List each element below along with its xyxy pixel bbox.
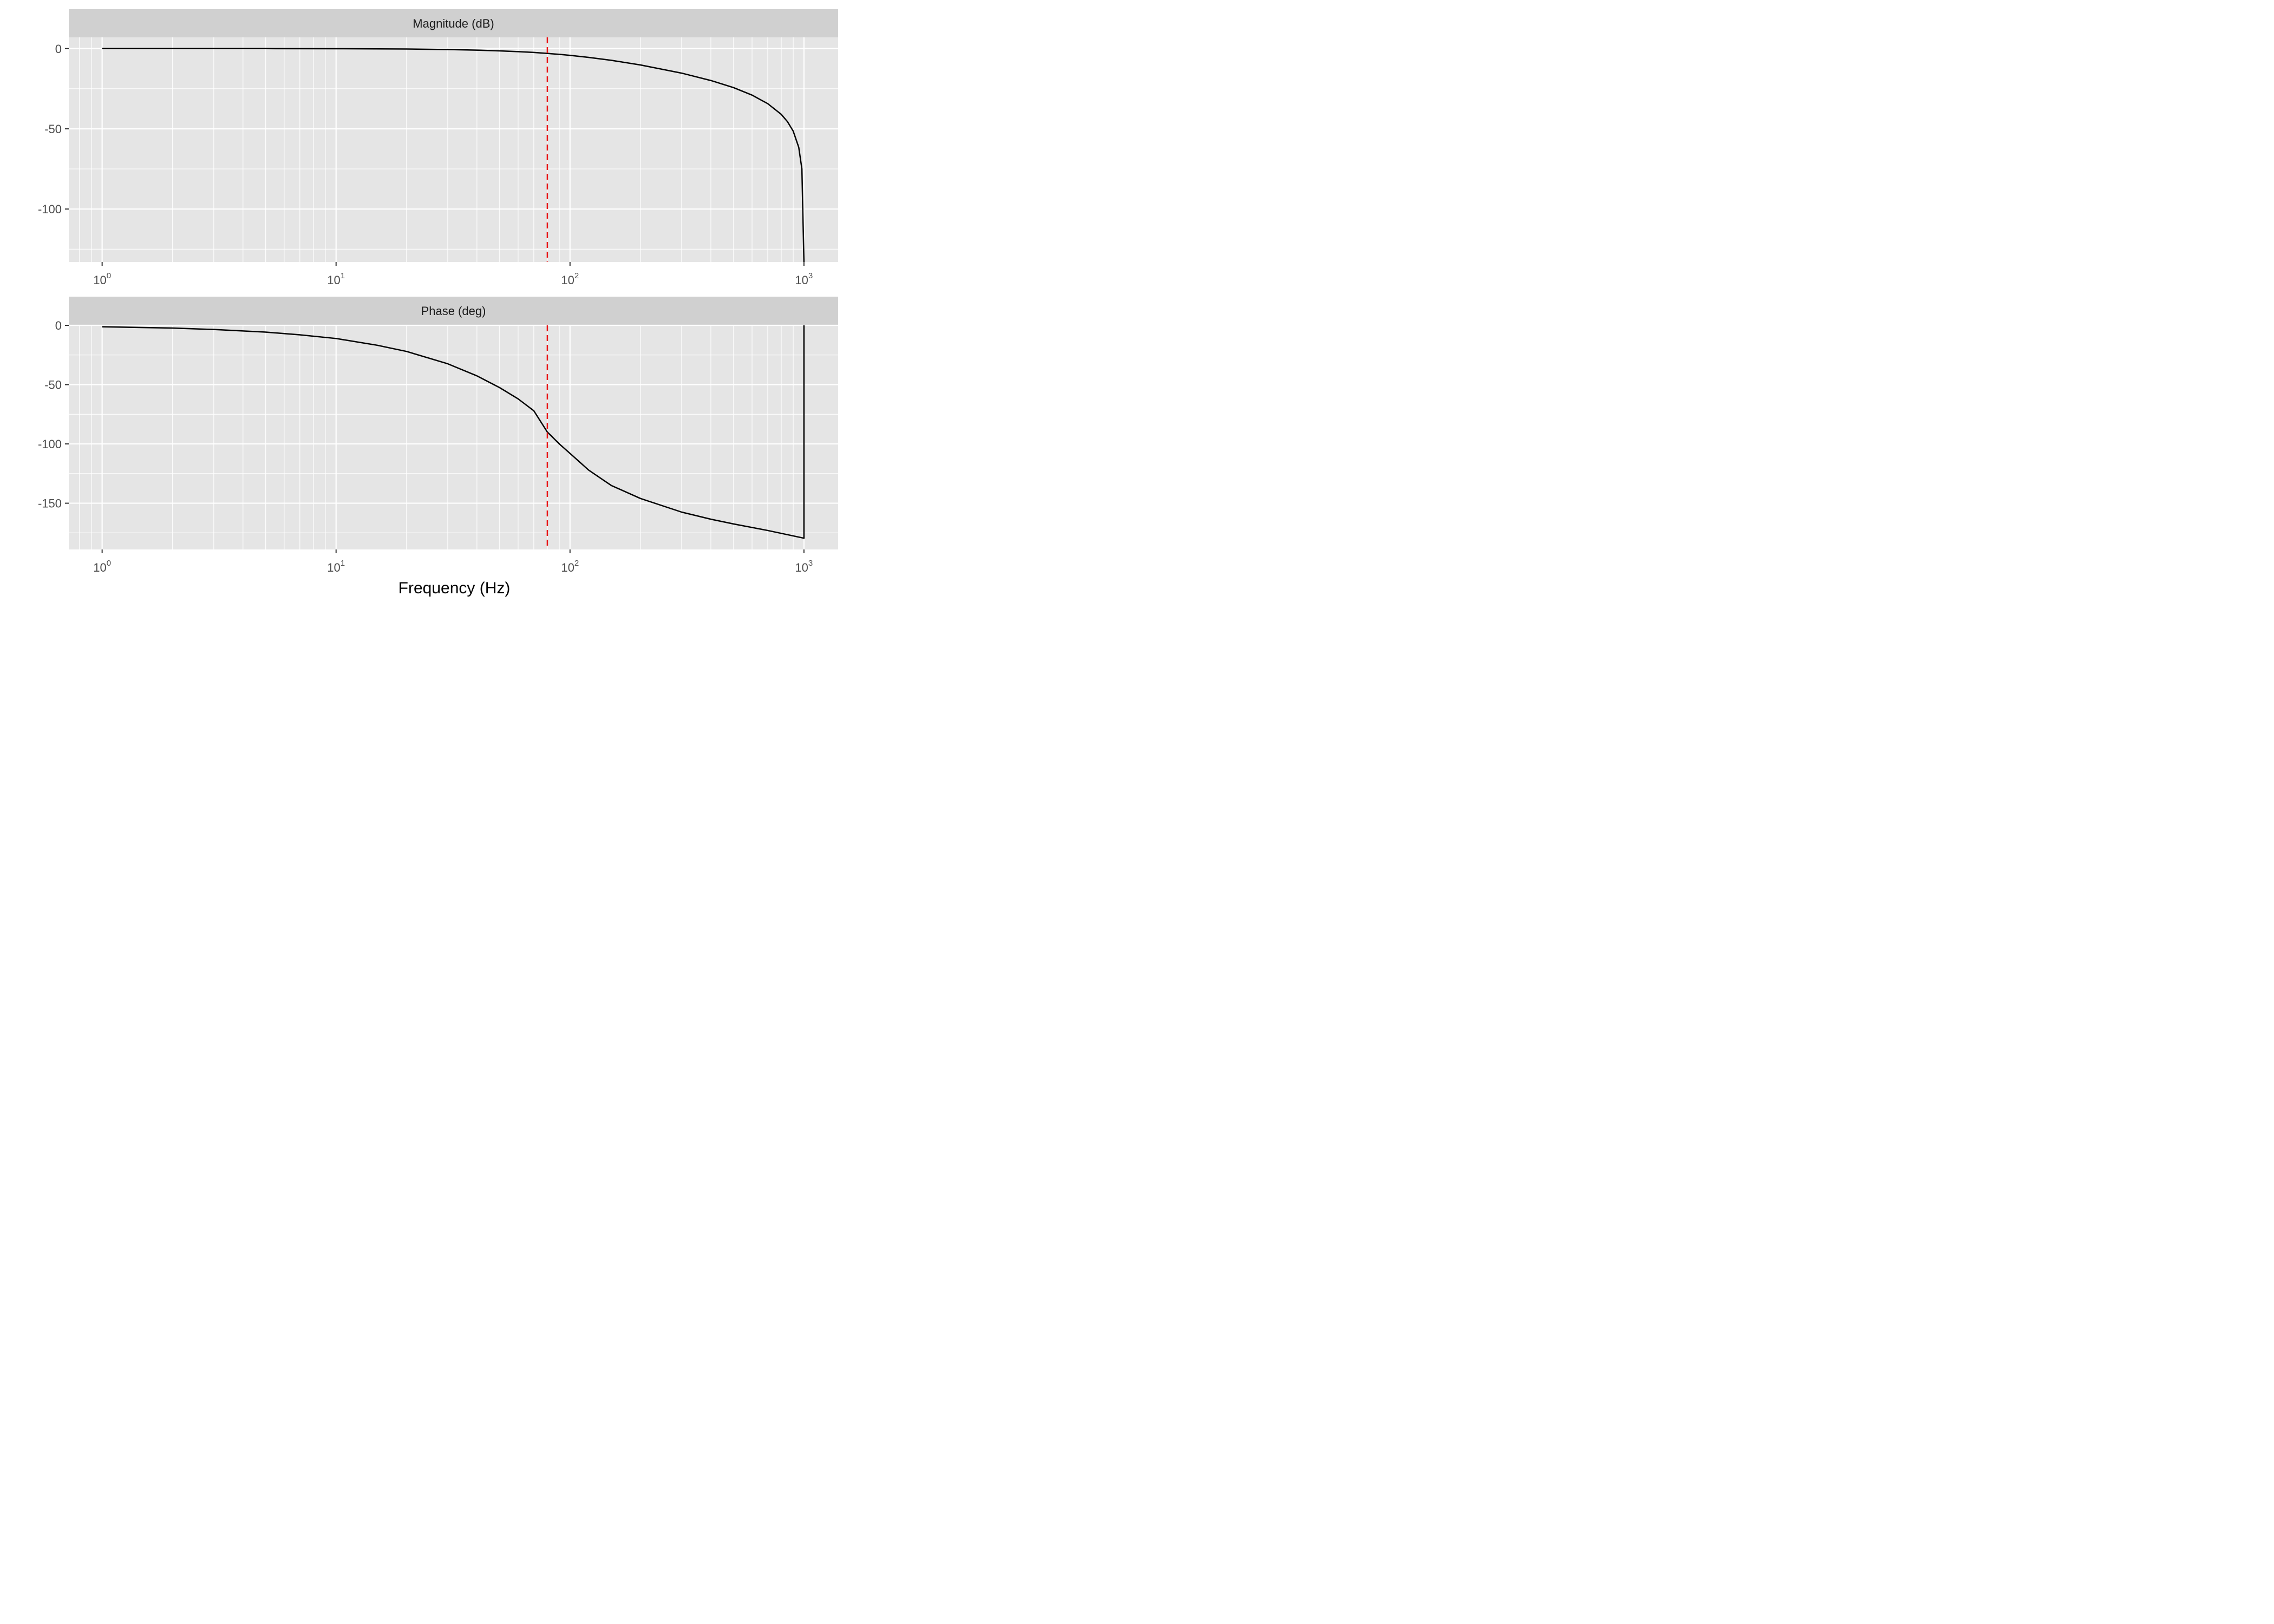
phase-x-tick-exponent: 0 bbox=[107, 559, 111, 568]
magnitude-x-axis: 100 101 102 103 bbox=[93, 262, 813, 287]
magnitude-strip-label: Magnitude (dB) bbox=[413, 17, 494, 30]
magnitude-x-tick-label: 101 bbox=[327, 271, 345, 287]
magnitude-panel: Magnitude (dB) 0-50-100 100 101 102 103 bbox=[38, 9, 838, 287]
magnitude-series-line bbox=[102, 48, 805, 263]
phase-y-axis: 0 -50 -100 -150 bbox=[38, 319, 69, 510]
phase-series-line bbox=[102, 325, 805, 539]
x-axis-title: Frequency (Hz) bbox=[398, 579, 511, 597]
phase-data bbox=[102, 325, 805, 549]
phase-y-tick-label: -50 bbox=[44, 378, 62, 392]
magnitude-grid bbox=[69, 37, 838, 262]
magnitude-x-tick-label: 103 bbox=[795, 271, 813, 287]
phase-y-tick-label: -100 bbox=[38, 437, 62, 451]
magnitude-x-tick-exponent: 1 bbox=[341, 271, 345, 280]
magnitude-x-tick-label: 102 bbox=[561, 271, 579, 287]
magnitude-strip bbox=[69, 9, 838, 37]
magnitude-x-tick-label: 100 bbox=[93, 271, 111, 287]
phase-x-tick-exponent: 2 bbox=[574, 559, 579, 568]
magnitude-y-tick-label: -50 bbox=[44, 122, 62, 136]
magnitude-y-tick-label: -100 bbox=[38, 202, 62, 216]
bode-plot-figure: Magnitude (dB) 0 -50 -100 100 101 102 103 Pha… bbox=[0, 0, 845, 603]
magnitude-x-tick-exponent: 0 bbox=[107, 271, 111, 280]
phase-x-tick-exponent: 3 bbox=[808, 559, 813, 568]
phase-y-tick-label: -150 bbox=[38, 497, 62, 510]
phase-x-axis: 100 101 102 103 bbox=[93, 549, 813, 574]
bode-plot-svg: Magnitude (dB) 0-50-100 100 101 102 103 Pha… bbox=[38, 9, 838, 597]
phase-x-tick-exponent: 1 bbox=[341, 559, 345, 568]
phase-x-tick-label: 100 bbox=[93, 559, 111, 574]
magnitude-y-axis: 0 -50 -100 bbox=[38, 42, 69, 216]
magnitude-plot-area bbox=[69, 37, 838, 262]
phase-x-tick-label: 102 bbox=[561, 559, 579, 574]
magnitude-x-tick-exponent: 2 bbox=[574, 271, 579, 280]
phase-strip-label: Phase (deg) bbox=[421, 304, 486, 318]
phase-y-tick-label: 0 bbox=[55, 319, 62, 332]
magnitude-y-tick-label: 0 bbox=[55, 42, 62, 56]
phase-x-tick-label: 101 bbox=[327, 559, 345, 574]
phase-x-tick-label: 103 bbox=[795, 559, 813, 574]
phase-strip bbox=[69, 297, 838, 325]
phase-panel: Phase (deg) 0-50-100-150 100 101 102 103 bbox=[38, 297, 838, 574]
magnitude-data bbox=[102, 37, 805, 263]
phase-plot-area bbox=[69, 325, 838, 549]
magnitude-x-tick-exponent: 3 bbox=[808, 271, 813, 280]
